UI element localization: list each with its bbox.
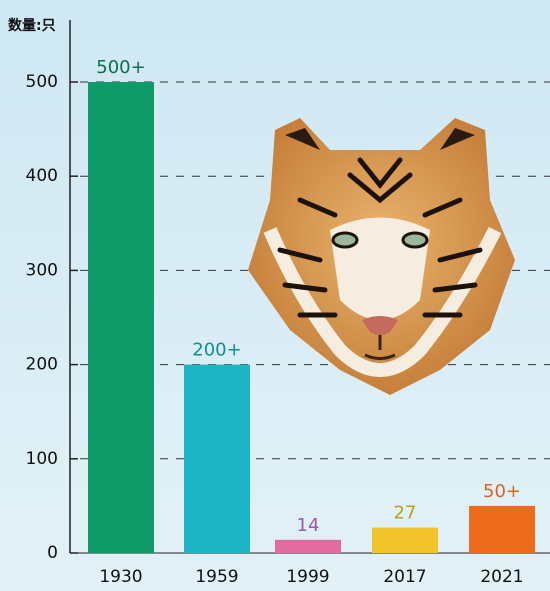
value-label: 14 [297,515,320,536]
bar [469,505,535,553]
value-label: 500+ [96,57,145,78]
x-tick-label: 2017 [383,567,426,587]
bar [372,527,438,553]
bar [275,539,341,553]
value-label: 27 [394,503,417,524]
bar [88,82,154,553]
y-tick-label: 300 [26,260,58,280]
value-label: 50+ [483,481,521,502]
y-tick-label: 500 [26,72,58,92]
y-axis-label: 数量:只 [8,17,56,34]
value-label: 200+ [192,340,241,361]
bar [184,364,250,553]
x-tick-label: 1959 [195,567,238,587]
y-tick-label: 400 [26,166,58,186]
x-tick-label: 2021 [480,567,523,587]
tiger-illustration [248,118,515,395]
y-tick-label: 100 [26,449,58,469]
y-tick-label: 0 [47,543,58,563]
y-tick-label: 200 [26,355,58,375]
x-tick-label: 1930 [99,567,142,587]
x-tick-label: 1999 [286,567,329,587]
